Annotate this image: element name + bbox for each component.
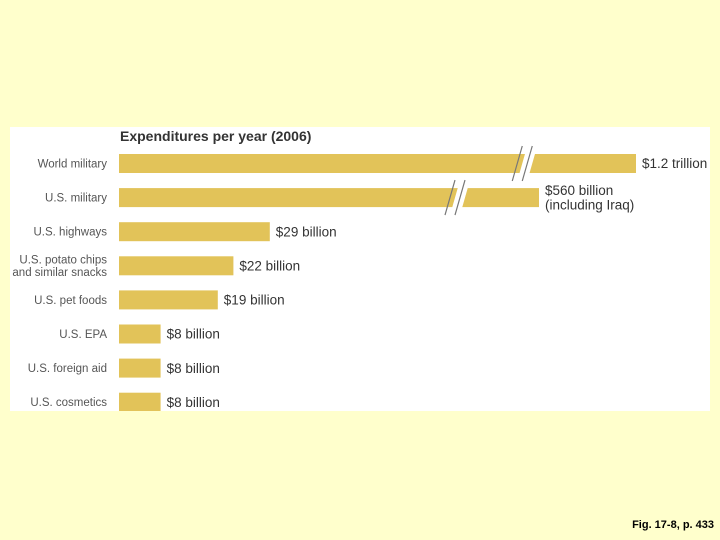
figure-caption: Fig. 17-8, p. 433	[632, 519, 714, 531]
category-label: U.S. military	[45, 193, 107, 205]
value-label: $8 billion	[167, 361, 220, 376]
axis-break-mark	[444, 179, 470, 216]
bar	[119, 188, 539, 208]
value-label: $29 billion	[276, 224, 337, 239]
category-label: U.S. foreign aid	[28, 363, 107, 375]
bar	[119, 154, 636, 173]
bar	[119, 358, 161, 378]
category-label: U.S. EPA	[59, 329, 107, 341]
category-label: U.S. pet foods	[34, 295, 107, 307]
bar	[119, 324, 161, 344]
value-label: $19 billion	[224, 293, 285, 308]
bar	[119, 392, 161, 411]
value-label: $8 billion	[167, 327, 220, 342]
chart-title: Expenditures per year (2006)	[120, 128, 311, 144]
category-label: U.S. cosmetics	[30, 397, 107, 409]
bar	[119, 290, 218, 310]
axis-break-mark	[511, 145, 538, 182]
value-label: $1.2 trillion	[642, 156, 707, 171]
category-label: U.S. highways	[33, 227, 107, 239]
value-label: $560 billion (including Iraq)	[545, 183, 634, 213]
value-label: $22 billion	[239, 259, 300, 274]
figure-panel: Expenditures per year (2006) World milit…	[10, 127, 710, 411]
value-label: $8 billion	[167, 395, 220, 410]
bar	[119, 256, 234, 276]
category-label: World military	[38, 159, 108, 171]
category-label: U.S. potato chips and similar snacks	[12, 255, 107, 280]
bar	[119, 222, 270, 242]
expenditures-bar-chart: Expenditures per year (2006) World milit…	[12, 128, 707, 411]
